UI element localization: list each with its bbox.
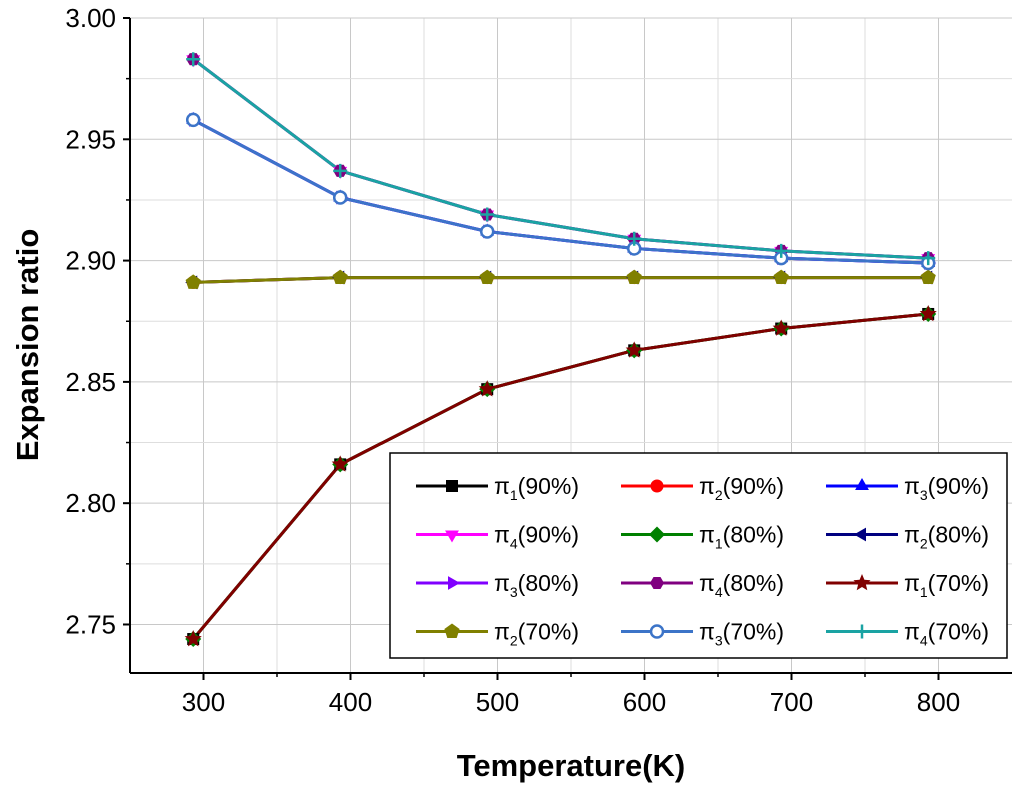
data-point-12-4 [627, 231, 642, 246]
data-point-12-1 [186, 52, 201, 67]
legend-label-12: π4(70%) [904, 619, 989, 649]
legend-marker-6 [854, 527, 866, 542]
legend-marker-10 [444, 623, 460, 638]
legend-label-11: π3(70%) [699, 619, 784, 649]
legend-label-6: π2(80%) [904, 522, 989, 552]
series-line-10 [193, 276, 929, 284]
data-point-11-1 [185, 112, 201, 128]
data-point-10-4 [626, 269, 642, 285]
legend-marker-4 [445, 530, 459, 543]
legend-marker-5 [649, 526, 665, 543]
legend-label-5: π1(80%) [699, 522, 784, 552]
x-axis-title: Temperature(K) [457, 748, 686, 783]
x-tick-label: 700 [770, 687, 813, 717]
data-point-11-3 [479, 224, 495, 239]
y-tick-label: 2.85 [65, 367, 116, 397]
y-tick-label: 2.75 [65, 609, 116, 639]
legend-label-4: π4(90%) [494, 522, 579, 552]
legend: π1(90%) π2(90%) π3(90%) π4(90%) π1(80%) π2(80… [389, 452, 1008, 659]
series-lines [192, 58, 929, 641]
data-point-12-5 [774, 243, 789, 258]
legend-label-3: π3(90%) [904, 473, 989, 503]
data-point-11-2 [332, 190, 348, 205]
legend-marker-8 [650, 576, 664, 590]
y-tick-label: 2.95 [65, 124, 116, 154]
legend-label-9: π1(70%) [904, 570, 989, 600]
x-tick-label: 500 [476, 687, 519, 717]
data-point-10-5 [773, 269, 789, 285]
legend-box [389, 452, 1008, 659]
data-point-12-3 [480, 207, 495, 222]
series-line-11 [192, 118, 929, 265]
series-line-12 [192, 58, 929, 260]
x-tick-label: 800 [917, 687, 960, 717]
data-point-9-3 [478, 380, 496, 397]
legend-marker-12 [855, 624, 869, 639]
data-point-10-1 [185, 274, 201, 289]
legend-label-7: π3(80%) [494, 570, 579, 600]
data-point-12-6 [921, 251, 936, 266]
y-axis-title: Expansion ratio [10, 229, 45, 462]
legend-marker-3 [855, 478, 869, 490]
data-point-10-3 [479, 269, 495, 285]
legend-marker-9 [853, 574, 871, 591]
y-tick-label: 3.00 [65, 3, 116, 33]
x-tick-label: 300 [182, 687, 225, 717]
legend-marker-2 [650, 479, 664, 493]
x-tick-label: 600 [623, 687, 666, 717]
legend-label-8: π4(80%) [699, 570, 784, 600]
legend-marker-11 [649, 624, 665, 639]
legend-label-1: π1(90%) [494, 473, 579, 503]
data-point-9-5 [772, 319, 790, 336]
data-point-12-2 [333, 163, 348, 178]
data-point-9-1 [184, 630, 202, 647]
y-tick-label: 2.90 [65, 246, 116, 276]
x-tick-label: 400 [329, 687, 372, 717]
y-tick-label: 2.80 [65, 488, 116, 518]
data-point-10-6 [920, 269, 936, 285]
legend-label-10: π2(70%) [494, 619, 579, 649]
data-point-9-6 [919, 304, 937, 322]
series-line-9 [192, 312, 929, 641]
series-markers [184, 52, 937, 648]
legend-marker-1 [446, 480, 458, 492]
ticks: 300 400 500 600 700 800 2.75 2.80 2.85 2.90 2.95 3.… [65, 3, 960, 717]
data-point-10-2 [332, 269, 348, 285]
data-point-9-4 [625, 341, 643, 358]
legend-marker-7 [448, 576, 460, 590]
legend-label-2: π2(90%) [699, 473, 784, 503]
data-point-9-2 [331, 455, 349, 472]
